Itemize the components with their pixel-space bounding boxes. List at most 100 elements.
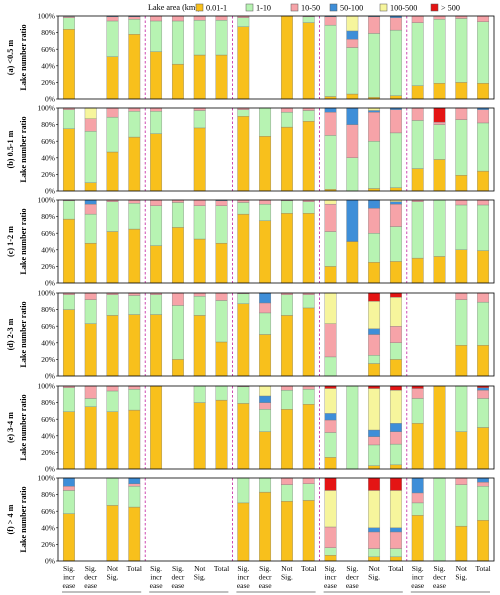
bar-segment-1-10 [302, 16, 315, 23]
bar-segment-0.01-1 [128, 314, 141, 377]
y-tick-label: 40% [41, 245, 55, 254]
bar-segment-0.01-1 [62, 218, 75, 284]
bar-segment-0.01-1 [477, 170, 490, 192]
bar-segment-1-10 [128, 203, 141, 230]
bar-segment-10-50 [477, 15, 490, 22]
x-category-label: Not Sig. [455, 564, 467, 582]
bar-segment-0.01-1 [411, 257, 424, 284]
bar-segment-1-10 [346, 385, 359, 470]
y-tick-label: 20% [41, 448, 55, 457]
x-category-label: Total [301, 564, 316, 573]
legend-title: Lake area (km²) [148, 3, 201, 12]
bar-segment-10-50 [280, 477, 293, 485]
legend-label-0: 0.01-1 [206, 4, 227, 13]
panel-label: (d) 2-3 m [6, 318, 15, 350]
bar-segment-10-50 [324, 16, 337, 26]
bar-segment-1-10 [411, 502, 424, 516]
y-tick-label: 0% [45, 95, 55, 104]
panel-5: 0% 20% 40% 60% 80% 100% (f) > 4 m Lake number r… [6, 474, 495, 566]
y-tick-label: 80% [41, 212, 55, 221]
y-tick-label: 0% [45, 372, 55, 381]
bar-segment-1-10 [389, 29, 402, 96]
bar-segment-0.01-1 [411, 168, 424, 192]
bar-segment-10-50 [477, 109, 490, 124]
bar-segment-10-50 [389, 431, 402, 445]
bar-segment-1-10 [324, 24, 337, 97]
bar-segment-10-50 [477, 481, 490, 487]
bar-segment-10-50 [128, 107, 141, 112]
y-tick-label: 80% [41, 28, 55, 37]
bar-segment-1-10 [128, 295, 141, 315]
panel-frame [57, 477, 495, 562]
panel-label: (b) 0.5-1 m [6, 130, 15, 168]
bar-segment-1-10 [84, 398, 97, 407]
bar-segment-0.01-1 [368, 465, 381, 470]
bar-segment-10-50 [368, 436, 381, 446]
bar-segment-> 500 [368, 292, 381, 302]
bar-segment-1-10 [302, 110, 315, 122]
bar-segment-0.01-1 [302, 213, 315, 284]
bar-segment-0.01-1 [302, 307, 315, 377]
bar-segment-1-10 [280, 200, 293, 214]
x-category-label: Total [388, 564, 403, 573]
bar-segment-0.01-1 [193, 127, 206, 192]
bar-segment-1-10 [193, 296, 206, 316]
bar-segment-10-50 [106, 385, 119, 392]
bar-segment-1-10 [62, 294, 75, 310]
bar-segment-1-10 [150, 20, 163, 52]
bar-segment-0.01-1 [62, 128, 75, 192]
bar-segment-0.01-1 [477, 250, 490, 284]
bar-segment-0.01-1 [259, 220, 272, 284]
bar-segment-0.01-1 [389, 359, 402, 377]
y-tick-label: 100% [38, 382, 56, 391]
bar-segment-10-50 [215, 292, 228, 301]
bar-segment-10-50 [324, 526, 337, 548]
x-category-label: Sig. incr ease [411, 564, 425, 590]
bar-segment-10-50 [389, 531, 402, 549]
bar-segment-0.01-1 [106, 151, 119, 192]
bar-segment-0.01-1 [455, 82, 468, 100]
bar-segment-0.01-1 [477, 520, 490, 562]
bar-segment-1-10 [389, 342, 402, 360]
bar-segment-0.01-1 [280, 501, 293, 562]
bar-segment-0.01-1 [84, 182, 97, 192]
legend-label-5: > 500 [441, 4, 460, 13]
bar-segment-10-50 [324, 203, 337, 232]
y-tick-label: 40% [41, 61, 55, 70]
bar-segment-50-100 [259, 292, 272, 304]
bar-segment-1-10 [302, 389, 315, 405]
bar-segment-0.01-1 [302, 500, 315, 562]
bar-segment-1-10 [324, 432, 337, 458]
bar-segment-10-50 [193, 15, 206, 21]
panel-label: (c) 1-2 m [6, 226, 15, 257]
bar-segment-1-10 [433, 199, 446, 257]
bar-segment-0.01-1 [411, 423, 424, 470]
y-axis-title: Lake number ratio [19, 116, 28, 182]
y-tick-label: 20% [41, 262, 55, 271]
panel-4: 0% 20% 40% 60% 80% 100% (e) 3-4 m Lake number r… [6, 382, 495, 474]
y-tick-label: 60% [41, 507, 55, 516]
panel-0: 0% 20% 40% 60% 80% 100% (a) <0.5 m Lake number … [6, 12, 495, 104]
bar-segment-10-50 [433, 121, 446, 125]
bar-segment-100-500 [368, 301, 381, 329]
bar-segment-0.01-1 [455, 345, 468, 377]
bar-segment-0.01-1 [62, 513, 75, 562]
bar-segment-0.01-1 [368, 556, 381, 562]
bar-segment-1-10 [433, 477, 446, 562]
bar-segment-100-500 [346, 15, 359, 32]
bar-segment-10-50 [193, 199, 206, 206]
bar-segment-10-50 [411, 107, 424, 121]
x-category-label: Not Sig. [281, 564, 293, 582]
bar-segment-1-10 [477, 301, 490, 346]
panel-frame [57, 199, 495, 284]
panel-1: 0% 20% 40% 60% 80% 100% (b) 0.5-1 m Lake number… [6, 104, 495, 196]
bar-segment-50-100 [368, 429, 381, 437]
bar-segment-1-10 [150, 205, 163, 246]
bar-segment-1-10 [237, 17, 250, 27]
panel-frame [57, 107, 495, 192]
bar-segment-10-50 [150, 15, 163, 22]
y-axis-title: Lake number ratio [19, 486, 28, 552]
x-category-label: Sig. incr ease [62, 564, 76, 590]
bar-segment-0.01-1 [455, 249, 468, 284]
bar-segment-100-500 [368, 388, 381, 431]
